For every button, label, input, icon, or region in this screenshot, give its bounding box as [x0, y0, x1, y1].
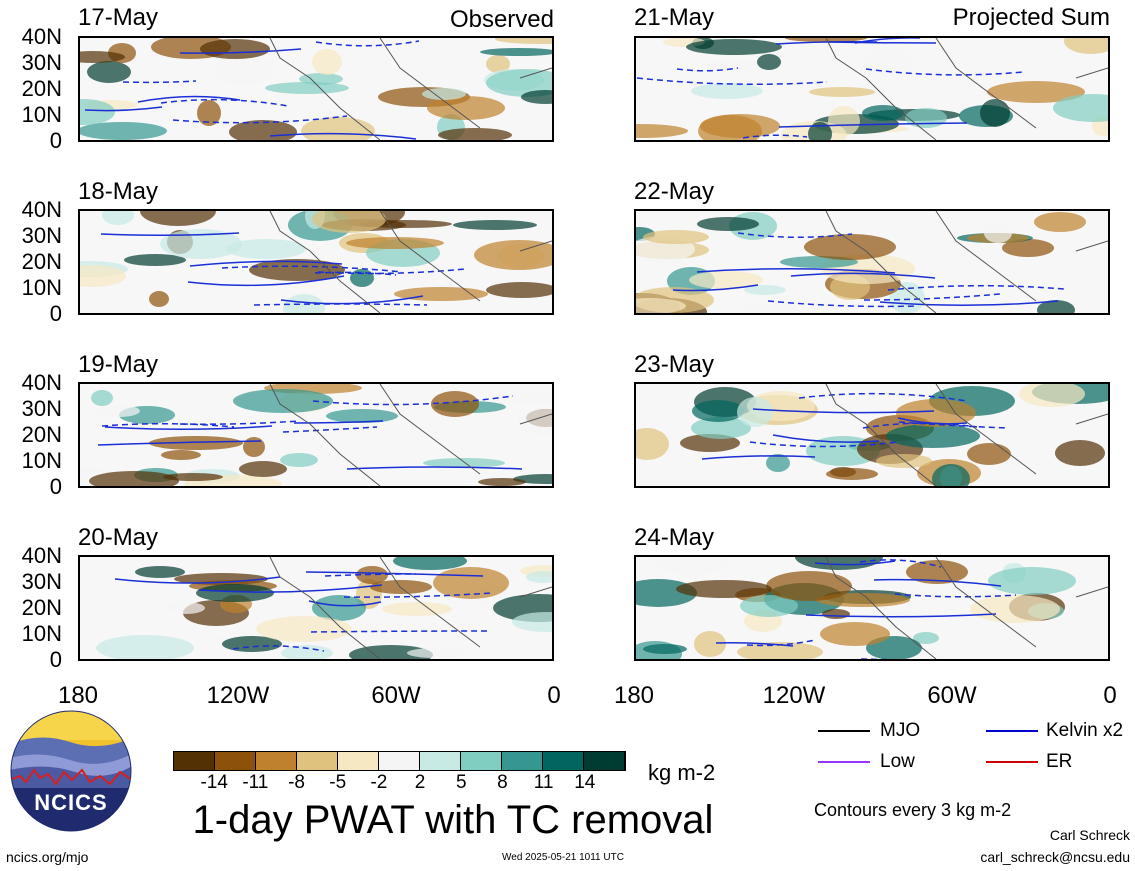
map-field	[636, 557, 1108, 659]
map-field	[636, 38, 1108, 140]
colorbar-swatch	[379, 752, 420, 770]
legend-line-er	[986, 761, 1038, 763]
map-panel	[634, 209, 1110, 315]
legend-label-low: Low	[880, 751, 915, 772]
lat-label: 40N	[21, 543, 62, 568]
map-field	[636, 384, 1108, 486]
lon-label: 60W	[371, 682, 421, 709]
lat-label: 40N	[21, 197, 62, 222]
legend-line-mjo	[818, 730, 870, 732]
colorbar-swatch	[584, 752, 625, 770]
footer-author: Carl Schreck	[1049, 827, 1130, 843]
lon-label: 120W	[206, 682, 270, 709]
panel-date: 18-May	[78, 178, 159, 205]
colorbar-swatch	[256, 752, 297, 770]
colorbar	[173, 751, 626, 771]
colorbar-tick-label: 2	[414, 772, 426, 793]
lat-label: 10N	[21, 448, 62, 473]
lat-label: 40N	[21, 370, 62, 395]
lat-label: 10N	[21, 102, 62, 127]
panel-date: 20-May	[78, 524, 159, 551]
footer-url: ncics.org/mjo	[6, 849, 89, 865]
legend-line-low	[818, 761, 870, 763]
colorbar-tick-label: 5	[455, 772, 467, 793]
colorbar-swatch	[297, 752, 338, 770]
logo-text: NCICS	[34, 790, 108, 815]
panel-date: 23-May	[634, 351, 715, 378]
lat-label: 30N	[21, 396, 62, 421]
contour-note: Contours every 3 kg m-2	[814, 800, 1012, 820]
ncics-logo: NCICS	[10, 710, 132, 832]
panel-date: 17-May	[78, 4, 159, 31]
map-panel	[78, 382, 554, 488]
panel-date: 22-May	[634, 178, 715, 205]
panel-date: 19-May	[78, 351, 159, 378]
colorbar-tick-label: 11	[533, 772, 554, 793]
lat-label: 20N	[21, 76, 62, 101]
lat-label: 30N	[21, 50, 62, 75]
colorbar-swatch	[502, 752, 543, 770]
figure-title: 1-day PWAT with TC removal	[192, 798, 714, 842]
lat-label: 10N	[21, 275, 62, 300]
colorbar-tick-label: -8	[288, 772, 305, 793]
colorbar-swatch	[543, 752, 584, 770]
map-panel	[78, 36, 554, 142]
panel-date: 24-May	[634, 524, 715, 551]
lat-label: 0	[49, 128, 62, 153]
lat-label: 10N	[21, 621, 62, 646]
lat-label: 30N	[21, 569, 62, 594]
lon-label: 180	[57, 682, 99, 709]
map-panel	[634, 382, 1110, 488]
colorbar-tick-label: -14	[200, 772, 228, 793]
colorbar-tick-label: -11	[242, 772, 269, 793]
colorbar-swatch	[215, 752, 256, 770]
lon-label: 60W	[927, 682, 977, 709]
map-field	[96, 557, 552, 659]
map-field	[80, 38, 552, 140]
lat-label: 20N	[21, 422, 62, 447]
colorbar-swatch	[420, 752, 461, 770]
colorbar-tick-label: 14	[574, 772, 596, 793]
panel-date: 21-May	[634, 4, 715, 31]
map-panel	[634, 36, 1110, 142]
lat-label: 40N	[21, 24, 62, 49]
panel-label-projected: Projected Sum	[952, 4, 1110, 31]
footer-email: carl_schreck@ncsu.edu	[980, 849, 1130, 865]
map-field	[80, 211, 552, 313]
map-panel	[634, 555, 1110, 661]
colorbar-swatch	[174, 752, 215, 770]
panel-label-observed: Observed	[449, 6, 554, 33]
lat-label: 30N	[21, 223, 62, 248]
map-panel	[78, 555, 554, 661]
lat-label: 0	[49, 301, 62, 326]
colorbar-swatch	[338, 752, 379, 770]
legend-line-kelvin	[986, 730, 1038, 732]
lat-label: 20N	[21, 595, 62, 620]
lat-label: 0	[49, 647, 62, 672]
colorbar-tick-label: -5	[329, 772, 347, 793]
lon-label: 120W	[762, 682, 826, 709]
colorbar-units: kg m-2	[648, 760, 716, 785]
colorbar-tick-label: -2	[370, 772, 388, 793]
legend-label-er: ER	[1046, 751, 1073, 772]
map-field	[80, 384, 552, 486]
colorbar-swatch	[461, 752, 502, 770]
map-field	[636, 211, 1108, 313]
lat-label: 20N	[21, 249, 62, 274]
lat-label: 0	[49, 474, 62, 499]
colorbar-tick-label: 8	[497, 772, 508, 793]
map-panel	[78, 209, 554, 315]
lon-label: 180	[613, 682, 655, 709]
lon-label: 0	[547, 682, 561, 709]
legend-label-mjo: MJO	[880, 720, 921, 741]
legend-label-kelvin: Kelvin x2	[1046, 720, 1124, 741]
footer-timestamp: Wed 2025-05-21 1011 UTC	[502, 852, 624, 863]
lon-label: 0	[1103, 682, 1117, 709]
